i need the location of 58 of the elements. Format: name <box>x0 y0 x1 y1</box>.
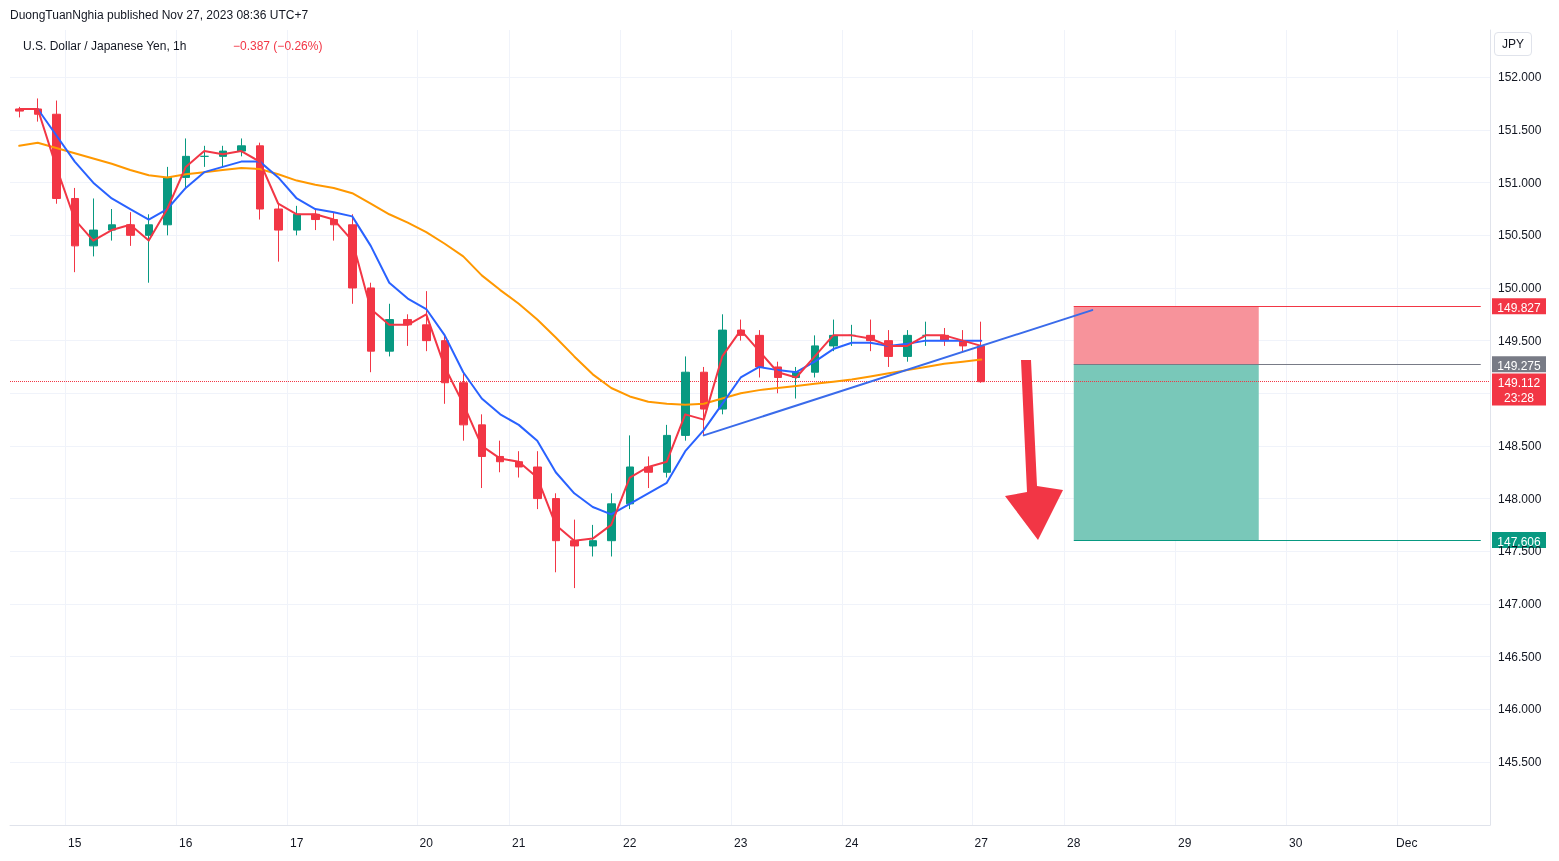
text: U.S. Dollar / Japanese Yen, 1h <box>23 39 187 53</box>
y-tick-label: 146.000 <box>1498 702 1542 717</box>
ref-line-label: 149.112 23:28 <box>1497 375 1541 405</box>
y-tick-label: 151.500 <box>1498 123 1542 138</box>
candlestick <box>403 313 412 347</box>
x-tick-label: 28 <box>1067 836 1081 850</box>
y-tick-label: 147.500 <box>1498 544 1542 559</box>
candlestick <box>385 303 394 357</box>
candlestick <box>589 524 597 557</box>
x-tick-label: 16 <box>179 836 193 850</box>
x-tick-label: 15 <box>68 836 82 850</box>
candlestick <box>755 329 764 378</box>
y-tick-label: 145.500 <box>1498 754 1542 769</box>
x-tick-label: 24 <box>845 836 859 850</box>
line-series <box>18 141 983 406</box>
y-tick-label: 151.000 <box>1498 175 1542 190</box>
text: DuongTuanNghia published Nov 27, 2023 08:36 UTC+7 <box>10 8 309 22</box>
candlestick <box>274 203 283 263</box>
candlestick <box>126 211 135 247</box>
x-tick-label: 23 <box>734 836 748 850</box>
y-tick-label: 150.500 <box>1498 228 1542 243</box>
y-tick-label: 150.000 <box>1498 280 1542 295</box>
candlestick <box>644 455 653 489</box>
candlestick <box>108 208 116 242</box>
candlestick <box>71 187 79 273</box>
text: −0.387 (−0.26%) <box>233 39 323 53</box>
x-tick-label: 17 <box>290 836 304 850</box>
candlestick <box>959 329 967 352</box>
candlestick <box>293 205 301 236</box>
x-tick-label: 22 <box>623 836 637 850</box>
y-tick-label: 148.000 <box>1498 491 1542 506</box>
candlestick <box>422 290 431 352</box>
y-tick-label: 148.500 <box>1498 438 1542 453</box>
x-tick-label: Dec <box>1396 836 1418 850</box>
candlestick <box>256 142 264 221</box>
candlestick <box>533 450 542 510</box>
x-tick-label: 21 <box>512 836 526 850</box>
candlestick <box>496 440 504 473</box>
candlestick <box>145 213 153 284</box>
y-tick-label: 152.000 <box>1498 70 1542 85</box>
ref-line-label: 149.827 <box>1497 300 1542 315</box>
candlestick <box>348 213 357 305</box>
text: JPY <box>1494 32 1533 56</box>
candlestick <box>367 282 375 373</box>
candlestick <box>237 137 246 157</box>
ref-line-label: 149.275 <box>1497 358 1542 373</box>
y-tick-label: 146.500 <box>1498 649 1542 664</box>
y-tick-label: 149.500 <box>1498 333 1542 348</box>
candlestick <box>478 413 486 489</box>
candlestick <box>681 355 690 442</box>
candlestick <box>515 450 523 479</box>
y-tick-label: 147.000 <box>1498 596 1542 611</box>
x-tick-label: 27 <box>974 836 989 850</box>
candlestick <box>200 145 209 168</box>
x-tick-label: 29 <box>1178 836 1192 850</box>
x-tick-label: 30 <box>1289 836 1303 850</box>
candlestick <box>884 329 893 368</box>
x-tick-label: 20 <box>419 836 434 850</box>
